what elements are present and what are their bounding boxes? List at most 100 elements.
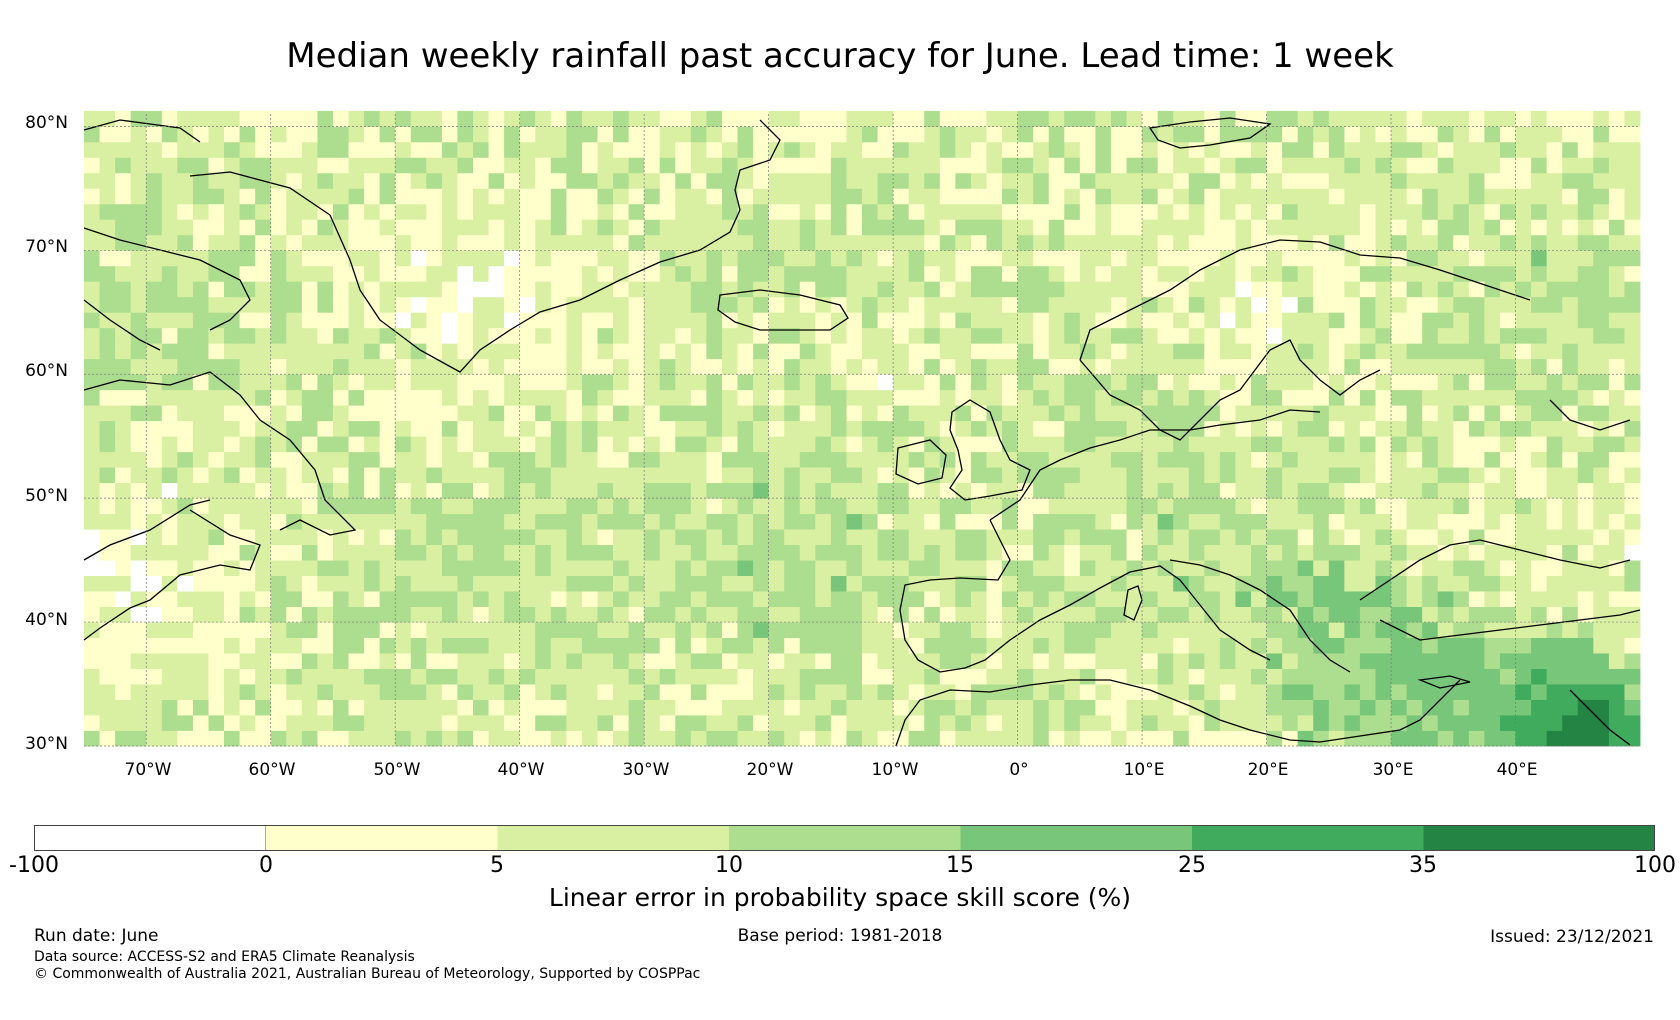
grid-cell (473, 296, 489, 313)
grid-cell (893, 575, 910, 592)
grid-cell (846, 715, 863, 731)
grid-cell (581, 653, 598, 669)
grid-cell (1219, 699, 1236, 716)
grid-cell (1375, 730, 1392, 747)
grid-cell (441, 141, 458, 158)
grid-cell (1095, 451, 1112, 468)
grid-cell (924, 715, 941, 731)
grid-cell (768, 281, 785, 298)
grid-cell (504, 575, 521, 592)
grid-cell (706, 172, 723, 189)
grid-cell (99, 188, 116, 205)
grid-cell (1437, 405, 1454, 422)
grid-cell (659, 684, 676, 700)
grid-cell (504, 684, 521, 700)
grid-cell (815, 451, 832, 468)
grid-cell (1499, 575, 1516, 592)
grid-cell (208, 513, 225, 530)
grid-cell (1188, 312, 1205, 329)
grid-cell (317, 343, 334, 360)
grid-cell (1251, 498, 1267, 515)
grid-cell (597, 405, 614, 422)
grid-cell (675, 312, 692, 329)
colorbar (34, 825, 1655, 851)
grid-cell (1453, 312, 1470, 329)
grid-cell (1282, 420, 1299, 437)
grid-cell (1157, 482, 1174, 499)
graticule (84, 114, 1640, 747)
grid-cell (1344, 172, 1361, 189)
grid-cell (488, 389, 505, 406)
grid-cell (1126, 172, 1143, 189)
grid-cell (1157, 699, 1174, 716)
grid-cell (115, 684, 132, 700)
grid-cell (1344, 653, 1361, 669)
grid-cell (1142, 544, 1159, 561)
grid-cell (908, 622, 925, 638)
grid-cell (1593, 684, 1610, 700)
grid-cell (877, 327, 894, 344)
grid-cell (1328, 451, 1345, 468)
grid-cell (1064, 126, 1081, 143)
grid-cell (208, 234, 225, 251)
grid-cell (1048, 234, 1065, 251)
grid-cell (1142, 265, 1159, 282)
grid-cell (893, 281, 910, 298)
grid-cell (1422, 219, 1439, 236)
grid-cell (99, 265, 116, 282)
grid-cell (1328, 715, 1345, 731)
grid-cell (706, 560, 723, 577)
grid-cell (613, 451, 629, 468)
grid-cell (410, 389, 427, 406)
grid-cell (332, 467, 349, 484)
grid-cell (1375, 110, 1392, 127)
grid-cell (130, 250, 147, 267)
grid-cell (348, 110, 365, 127)
grid-cell (830, 157, 847, 174)
grid-cell (224, 715, 240, 731)
grid-cell (893, 436, 910, 453)
grid-cell (395, 219, 412, 236)
grid-cell (519, 203, 536, 220)
grid-cell (1142, 188, 1159, 205)
grid-cell (737, 451, 754, 468)
grid-cell (1562, 498, 1579, 515)
grid-cell (1048, 343, 1065, 360)
grid-cell (488, 436, 505, 453)
grid-cell (1126, 498, 1143, 515)
grid-cell (1266, 436, 1283, 453)
grid-cell (1297, 389, 1314, 406)
grid-cell (270, 203, 287, 220)
grid-cell (644, 219, 661, 236)
grid-cell (426, 699, 443, 716)
grid-cell (115, 157, 132, 174)
grid-cell (659, 730, 676, 747)
grid-cell (1359, 327, 1376, 344)
grid-cell (706, 405, 723, 422)
grid-cell (1515, 327, 1532, 344)
grid-cell (1593, 188, 1610, 205)
grid-cell (1359, 157, 1376, 174)
grid-cell (99, 653, 116, 669)
grid-cell (99, 699, 116, 716)
grid-cell (1297, 560, 1314, 577)
grid-cell (690, 281, 707, 298)
cb-tick-15: 15 (946, 853, 974, 878)
grid-cell (986, 606, 1003, 623)
grid-cell (177, 126, 194, 143)
grid-cell (830, 622, 847, 638)
grid-cell (115, 715, 132, 731)
grid-cell (1188, 436, 1205, 453)
grid-cell (1562, 606, 1579, 623)
grid-cell (737, 730, 754, 747)
grid-cell (115, 281, 132, 298)
grid-cell (161, 126, 178, 143)
grid-cell (1577, 374, 1594, 391)
grid-cell (644, 327, 661, 344)
grid-cell (846, 684, 863, 700)
grid-cell (924, 544, 941, 561)
grid-cell (1017, 451, 1034, 468)
grid-cell (1608, 110, 1625, 127)
grid-cell (1033, 203, 1050, 220)
grid-cell (908, 312, 925, 329)
